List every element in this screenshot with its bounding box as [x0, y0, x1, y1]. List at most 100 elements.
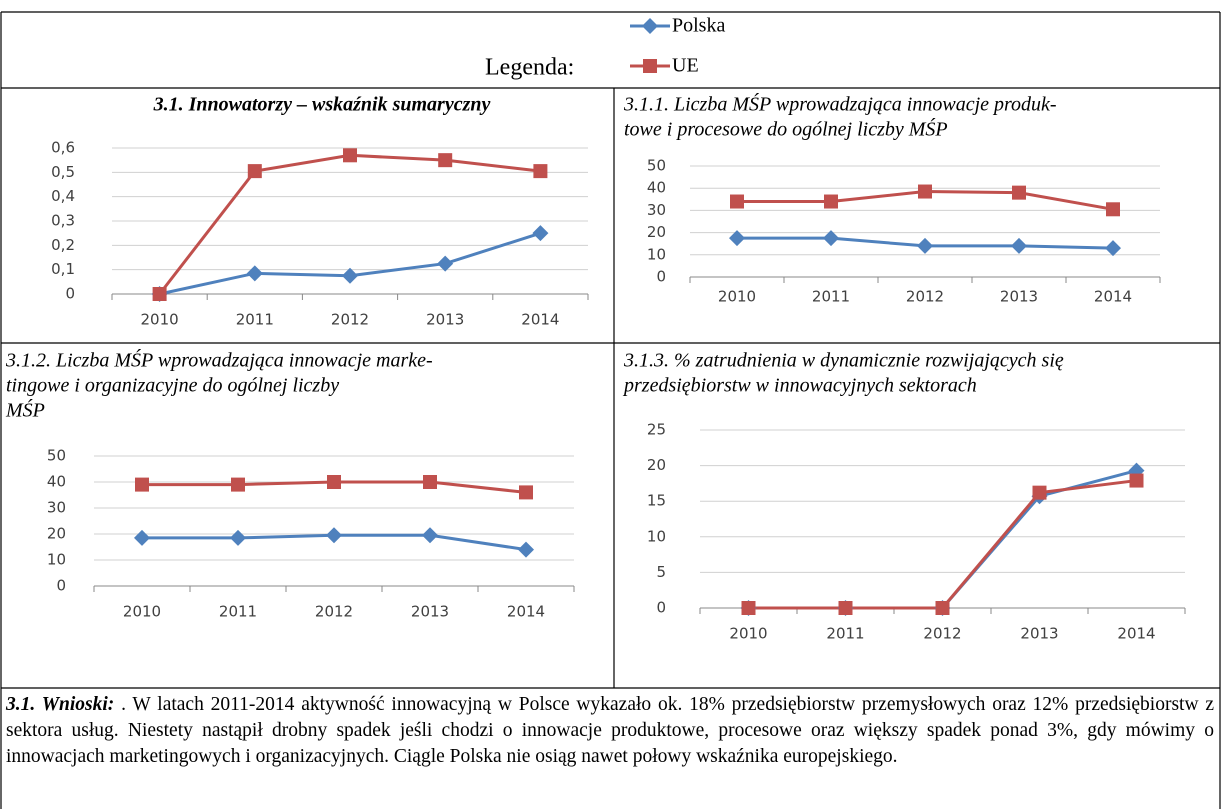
chart-title: towe i procesowe do ogólnej liczby MŚP — [624, 117, 948, 141]
legend-label: Legenda: — [485, 55, 574, 81]
y-tick-label: 30 — [47, 499, 66, 517]
marker — [231, 477, 245, 492]
y-tick-label: 0,5 — [51, 163, 75, 181]
y-tick-label: 0 — [656, 599, 666, 617]
marker — [326, 527, 342, 544]
x-tick-label: 2010 — [123, 603, 161, 621]
marker — [824, 194, 838, 209]
x-tick-label: 2013 — [1020, 625, 1058, 643]
marker — [823, 230, 839, 247]
x-tick-label: 2013 — [1000, 288, 1038, 306]
x-tick-label: 2014 — [507, 603, 545, 621]
chart-title: MŚP — [5, 398, 45, 422]
marker — [729, 230, 745, 247]
marker — [518, 541, 534, 558]
marker — [1032, 485, 1047, 500]
y-tick-label: 0 — [56, 577, 66, 595]
series-line — [748, 469, 1137, 610]
marker — [1105, 240, 1121, 257]
y-tick-label: 0,3 — [51, 212, 75, 230]
marker — [935, 601, 950, 615]
y-tick-label: 10 — [47, 551, 66, 569]
marker — [533, 164, 548, 179]
chart-title: przedsiębiorstw w innowacyjnych sektorac… — [622, 375, 977, 397]
y-tick-label: 0 — [656, 268, 666, 286]
x-tick-label: 2013 — [411, 603, 449, 621]
marker — [917, 237, 933, 254]
chart-title: 3.1.2. Liczba MŚP wprowadzająca innowacj… — [5, 348, 433, 372]
x-tick-label: 2010 — [141, 311, 179, 329]
marker — [230, 529, 246, 546]
y-tick-label: 10 — [647, 527, 666, 545]
x-tick-label: 2011 — [219, 603, 257, 621]
marker — [532, 225, 549, 242]
y-tick-label: 0,2 — [51, 236, 75, 254]
marker — [134, 529, 150, 546]
x-tick-label: 2011 — [812, 288, 850, 306]
marker — [741, 601, 756, 615]
x-tick-label: 2012 — [923, 625, 961, 643]
legend-entry: UE — [672, 55, 699, 77]
marker — [422, 527, 438, 544]
y-tick-label: 20 — [47, 525, 66, 543]
x-tick-label: 2012 — [331, 311, 369, 329]
y-tick-label: 40 — [47, 473, 66, 491]
x-tick-label: 2010 — [718, 288, 756, 306]
chart-title: tingowe i organizacyjne do ogólnej liczb… — [6, 375, 339, 397]
x-tick-label: 2013 — [426, 311, 464, 329]
marker — [642, 18, 658, 34]
chart-title: 3.1.1. Liczba MŚP wprowadzająca innowacj… — [623, 92, 1057, 116]
y-tick-label: 25 — [647, 421, 666, 439]
y-tick-label: 0,4 — [51, 187, 75, 205]
y-tick-label: 30 — [647, 201, 666, 219]
marker — [519, 485, 533, 500]
marker — [1012, 185, 1026, 200]
conclusions-text: . W latach 2011-2014 aktywność innowacyj… — [6, 694, 1215, 767]
x-tick-label: 2011 — [236, 311, 274, 329]
marker — [152, 287, 167, 301]
marker — [342, 267, 358, 284]
x-tick-label: 2014 — [1094, 288, 1132, 306]
y-tick-label: 20 — [647, 456, 666, 474]
marker — [643, 59, 657, 73]
x-tick-label: 2014 — [1117, 625, 1155, 643]
x-tick-label: 2014 — [521, 311, 559, 329]
marker — [438, 153, 453, 168]
marker — [730, 194, 744, 209]
y-tick-label: 15 — [647, 492, 666, 510]
marker — [247, 164, 262, 179]
x-tick-label: 2010 — [729, 625, 767, 643]
y-tick-label: 0,1 — [51, 260, 75, 278]
y-tick-label: 5 — [656, 563, 666, 581]
y-tick-label: 10 — [647, 245, 666, 263]
marker — [1129, 473, 1144, 488]
y-tick-label: 0,6 — [51, 139, 75, 157]
series-line — [748, 479, 1137, 610]
y-tick-label: 50 — [47, 447, 66, 465]
y-tick-label: 20 — [647, 223, 666, 241]
marker — [246, 265, 263, 282]
marker — [838, 601, 853, 615]
y-tick-label: 40 — [647, 179, 666, 197]
x-tick-label: 2012 — [906, 288, 944, 306]
marker — [135, 477, 149, 492]
chart-title: 3.1.3. % zatrudnienia w dynamicznie rozw… — [623, 350, 1064, 372]
series-line — [159, 231, 541, 296]
table-borders — [0, 11, 1221, 809]
marker — [1106, 202, 1120, 217]
marker — [1011, 237, 1027, 254]
conclusions-heading: 3.1. Wnioski: — [6, 694, 115, 715]
marker — [327, 475, 341, 489]
marker — [343, 148, 357, 163]
y-tick-label: 50 — [647, 157, 666, 175]
y-tick-label: 0 — [65, 285, 75, 303]
chart-title: 3.1. Innowatorzy – wskaźnik sumaryczny — [153, 94, 491, 116]
x-tick-label: 2012 — [315, 603, 353, 621]
conclusions: 3.1. Wnioski: . W latach 2011-2014 aktyw… — [6, 692, 1214, 770]
marker — [437, 255, 454, 272]
legend-entry: Polska — [672, 15, 725, 37]
x-tick-label: 2011 — [826, 625, 864, 643]
marker — [423, 475, 437, 489]
